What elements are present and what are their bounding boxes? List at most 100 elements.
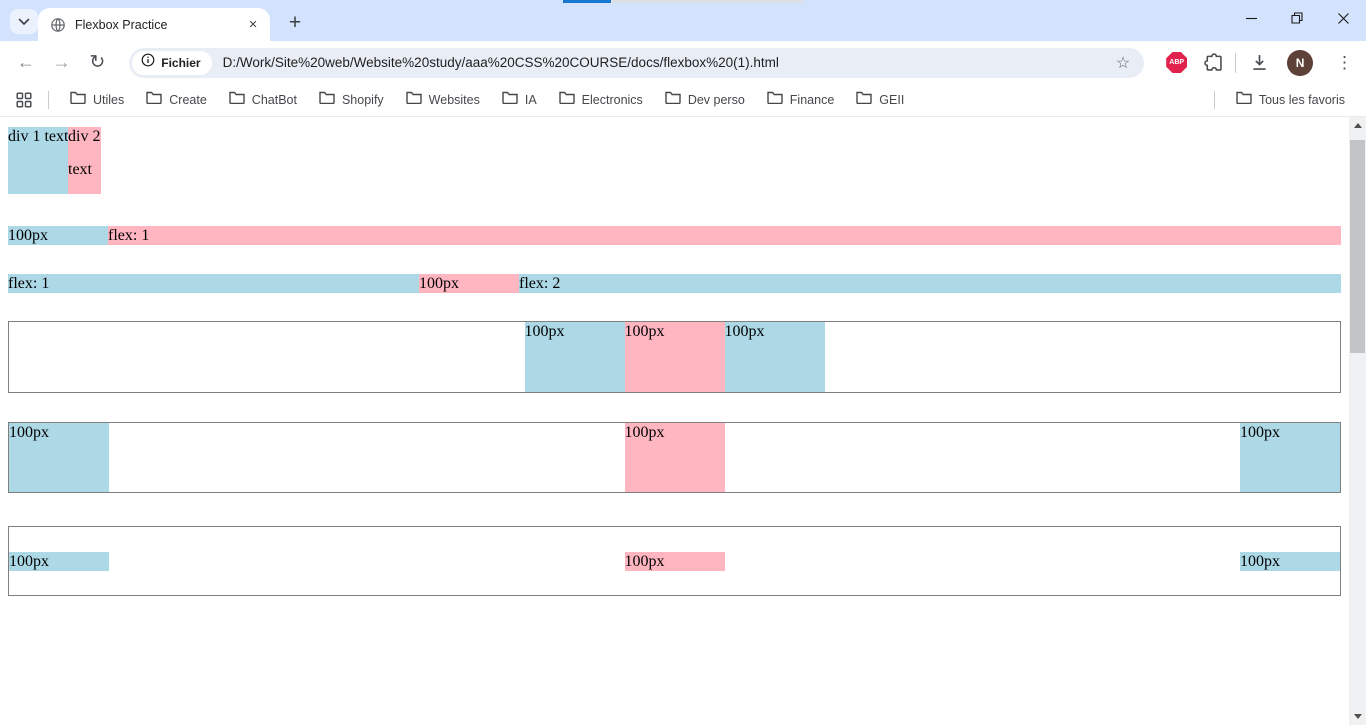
demo4-pink-box: 100px xyxy=(624,322,725,392)
demo5-blue-box-left: 100px xyxy=(9,423,109,492)
page-content: div 1 text div 2 text 100px flex: 1 flex… xyxy=(0,117,1349,725)
folder-icon xyxy=(229,91,245,109)
bookmarks-separator xyxy=(48,91,49,109)
demo4-blue-box-left: 100px xyxy=(524,322,625,392)
top-progress-bar-filled xyxy=(563,0,611,3)
bookmark-folder-geii[interactable]: GEII xyxy=(845,87,915,113)
file-scheme-chip[interactable]: Fichier xyxy=(132,50,212,75)
bookmark-folder-websites[interactable]: Websites xyxy=(395,87,491,113)
folder-icon xyxy=(767,91,783,109)
tab-search-button[interactable] xyxy=(10,9,38,34)
top-progress-bar-track xyxy=(611,0,803,3)
bookmark-folder-finance[interactable]: Finance xyxy=(756,87,845,113)
folder-icon xyxy=(665,91,681,109)
demo5-blue-box-right: 100px xyxy=(1240,423,1340,492)
bookmark-label: Dev perso xyxy=(687,93,745,107)
url-text[interactable]: D:/Work/Site%20web/Website%20study/aaa%2… xyxy=(222,55,779,70)
minimize-icon xyxy=(1245,11,1257,29)
info-icon xyxy=(141,53,155,72)
bookmark-label: Shopify xyxy=(341,93,384,107)
chevron-down-icon xyxy=(18,13,30,31)
restore-icon xyxy=(1291,11,1303,29)
demo2-blue-box: 100px xyxy=(8,226,108,245)
tab-strip: Flexbox Practice × + xyxy=(0,0,1366,41)
downloads-icon[interactable] xyxy=(1249,52,1270,73)
scrollbar-thumb[interactable] xyxy=(1350,140,1365,353)
folder-icon xyxy=(70,91,86,109)
bookmark-label: Utiles xyxy=(93,93,125,107)
extensions-puzzle-icon[interactable] xyxy=(1203,52,1224,73)
address-bar[interactable]: Fichier D:/Work/Site%20web/Website%20stu… xyxy=(129,47,1145,78)
flex-demo-basic: div 1 text div 2 text xyxy=(8,127,1341,194)
all-bookmarks-folder[interactable]: Tous les favoris xyxy=(1225,87,1356,113)
new-tab-button[interactable]: + xyxy=(288,11,302,34)
scrollbar-down-arrow[interactable] xyxy=(1349,708,1366,725)
bookmark-folder-electronics[interactable]: Electronics xyxy=(548,87,654,113)
flex-demo-justify-center: 100px 100px 100px xyxy=(8,321,1341,393)
bookmark-label: Finance xyxy=(789,93,835,107)
bookmark-star-icon[interactable]: ☆ xyxy=(1115,54,1131,72)
toolbar-separator xyxy=(1235,52,1237,73)
demo2-pink-box: flex: 1 xyxy=(108,226,1341,245)
tab-flexbox-practice[interactable]: Flexbox Practice × xyxy=(38,8,270,41)
bookmarks-bar-right: Tous les favoris xyxy=(1204,87,1356,113)
browser-toolbar: ← → ↻ Fichier D:/Work/Site%20web/Website… xyxy=(0,41,1366,84)
globe-icon xyxy=(50,17,66,33)
demo6-blue-box-right: 100px xyxy=(1240,551,1340,571)
bookmark-label: ChatBot xyxy=(251,93,297,107)
bookmark-folder-chatbot[interactable]: ChatBot xyxy=(218,87,308,113)
close-window-button[interactable] xyxy=(1320,0,1366,40)
flex-demo-space-between: 100px 100px 100px xyxy=(8,422,1341,493)
scheme-chip-label: Fichier xyxy=(161,55,201,70)
tab-close-icon[interactable]: × xyxy=(248,16,258,33)
maximize-button[interactable] xyxy=(1274,0,1320,40)
folder-icon xyxy=(558,91,575,109)
browser-menu-kebab-icon[interactable]: ⋮ xyxy=(1336,52,1353,72)
tab-title: Flexbox Practice xyxy=(75,17,168,32)
bookmarks-separator xyxy=(1213,91,1215,109)
adblock-extension-icon[interactable]: ABP xyxy=(1166,52,1188,73)
demo1-blue-box: div 1 text xyxy=(8,127,68,194)
minimize-button[interactable] xyxy=(1228,0,1274,40)
folder-icon xyxy=(405,91,422,109)
bookmark-folder-ia[interactable]: IA xyxy=(491,87,548,113)
bookmark-label: Electronics xyxy=(581,93,643,107)
forward-button[interactable]: → xyxy=(52,52,71,72)
folder-icon xyxy=(1236,91,1252,109)
demo1-pink-box-line2: text xyxy=(68,161,92,178)
window-controls xyxy=(1228,0,1366,40)
all-bookmarks-label: Tous les favoris xyxy=(1258,93,1345,107)
folder-icon xyxy=(146,91,162,109)
bookmarks-bar: Utiles Create ChatBot Shopify Websites I… xyxy=(0,84,1366,117)
demo5-pink-box: 100px xyxy=(624,423,725,492)
folder-icon xyxy=(319,91,335,109)
demo3-pink-box: 100px xyxy=(419,274,519,293)
bookmark-label: Create xyxy=(169,93,207,107)
bookmark-folder-create[interactable]: Create xyxy=(135,87,218,113)
folder-icon xyxy=(502,91,518,109)
demo6-pink-box: 100px xyxy=(624,551,725,571)
demo6-blue-box-left: 100px xyxy=(9,551,109,571)
flex-demo-align-center: 100px 100px 100px xyxy=(8,526,1341,596)
triangle-down-icon xyxy=(1353,714,1362,719)
back-button[interactable]: ← xyxy=(16,52,35,72)
demo1-pink-box-line1: div 2 xyxy=(68,128,101,145)
reload-button[interactable]: ↻ xyxy=(89,52,106,73)
close-icon xyxy=(1337,11,1349,29)
demo4-blue-box-right: 100px xyxy=(724,322,825,392)
folder-icon xyxy=(856,91,872,109)
demo3-blue-box-flex2: flex: 2 xyxy=(519,274,1341,293)
bookmark-folder-dev-perso[interactable]: Dev perso xyxy=(654,87,756,113)
scrollbar-up-arrow[interactable] xyxy=(1349,117,1366,134)
flex-demo-fixed-grow: 100px flex: 1 xyxy=(8,226,1341,245)
vertical-scrollbar[interactable] xyxy=(1349,117,1366,725)
bookmark-folder-utiles[interactable]: Utiles xyxy=(59,87,135,113)
demo1-pink-box: div 2 text xyxy=(68,127,101,194)
bookmark-folder-shopify[interactable]: Shopify xyxy=(308,87,395,113)
apps-grid-icon[interactable] xyxy=(10,92,38,108)
bookmark-label: IA xyxy=(524,93,537,107)
profile-avatar[interactable]: N xyxy=(1287,49,1313,76)
demo3-blue-box-flex1: flex: 1 xyxy=(8,274,419,293)
bookmark-label: Websites xyxy=(428,93,480,107)
